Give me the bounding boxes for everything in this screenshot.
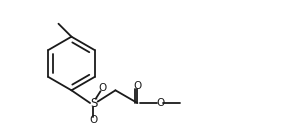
Text: S: S — [90, 97, 97, 109]
Text: O: O — [133, 81, 141, 91]
Text: O: O — [156, 98, 164, 108]
Text: O: O — [89, 115, 98, 125]
Text: O: O — [98, 83, 106, 93]
